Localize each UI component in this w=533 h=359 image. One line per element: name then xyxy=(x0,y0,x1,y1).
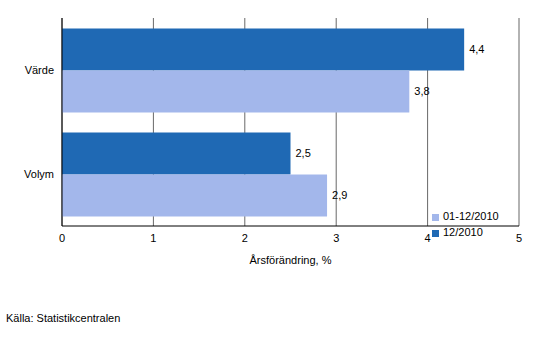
svg-text:0: 0 xyxy=(59,232,65,244)
html-text:Källa: Statistikcentralen: Källa: Statistikcentralen xyxy=(6,312,121,324)
svg-text:4: 4 xyxy=(425,232,431,244)
svg-text:Värde: Värde xyxy=(25,64,54,76)
html-text:12/2010: 12/2010 xyxy=(443,226,483,238)
svg-text:Volym: Volym xyxy=(24,168,54,180)
svg-text:3: 3 xyxy=(333,232,339,244)
svg-text:1: 1 xyxy=(150,232,156,244)
svg-text:3,8: 3,8 xyxy=(414,85,429,97)
svg-text:Årsförändring, %: Årsförändring, % xyxy=(250,254,332,266)
svg-text:2,9: 2,9 xyxy=(332,189,347,201)
svg-text:5: 5 xyxy=(516,232,522,244)
svg-text:4,4: 4,4 xyxy=(469,43,484,55)
svg-text:2: 2 xyxy=(242,232,248,244)
svg-text:2,5: 2,5 xyxy=(296,147,311,159)
html-text:01-12/2010: 01-12/2010 xyxy=(443,210,499,222)
